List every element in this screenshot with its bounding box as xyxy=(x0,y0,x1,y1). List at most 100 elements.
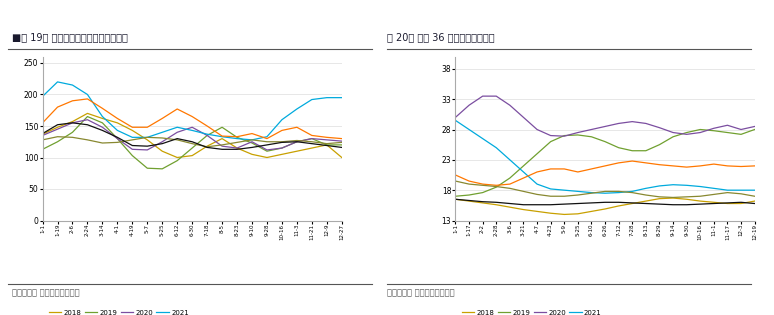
2018 xyxy=(113,121,122,125)
2022 xyxy=(464,179,474,183)
2018 xyxy=(464,199,474,203)
2018 xyxy=(587,209,596,213)
2018 xyxy=(519,208,528,211)
2024 xyxy=(464,198,474,202)
2020 xyxy=(113,137,122,140)
2022 xyxy=(546,167,555,171)
2019 xyxy=(750,128,759,131)
2021 xyxy=(574,190,583,193)
2020 xyxy=(322,138,331,142)
2019 xyxy=(709,129,718,133)
2024 xyxy=(628,201,637,205)
2024 xyxy=(293,140,302,144)
2020 xyxy=(601,124,610,128)
2024 xyxy=(614,200,623,204)
2024 xyxy=(601,200,610,204)
2021 xyxy=(614,191,623,194)
2022 xyxy=(709,162,718,166)
2019 xyxy=(669,135,678,139)
2019 xyxy=(533,152,542,156)
2018 xyxy=(478,201,488,205)
2024 xyxy=(217,147,227,151)
2024 xyxy=(450,198,460,201)
2019 xyxy=(560,134,569,137)
2018 xyxy=(696,199,705,203)
Line: 2022: 2022 xyxy=(455,161,755,185)
2021 xyxy=(173,125,182,129)
2019 xyxy=(450,194,460,198)
2022 xyxy=(519,176,528,180)
2022 xyxy=(628,159,637,163)
2021 xyxy=(307,98,317,101)
Line: 2018: 2018 xyxy=(43,113,342,158)
2022 xyxy=(450,173,460,177)
2022 xyxy=(750,164,759,168)
2024 xyxy=(173,137,182,140)
2018 xyxy=(614,204,623,208)
2020 xyxy=(546,134,555,137)
2019 xyxy=(98,121,107,125)
2020 xyxy=(203,134,212,137)
2020 xyxy=(98,125,107,129)
2018 xyxy=(142,138,152,142)
2019 xyxy=(736,133,745,136)
2019 xyxy=(293,140,302,144)
2018 xyxy=(750,199,759,203)
2021 xyxy=(128,135,137,139)
2021 xyxy=(478,137,488,140)
2018 xyxy=(187,154,197,158)
2021 xyxy=(217,135,227,139)
2021 xyxy=(696,185,705,188)
2018 xyxy=(669,196,678,200)
2022 xyxy=(560,167,569,171)
2022 xyxy=(491,183,501,187)
2020 xyxy=(533,128,542,131)
2020 xyxy=(505,103,515,107)
2019 xyxy=(232,135,241,139)
2024 xyxy=(128,144,137,147)
2018 xyxy=(203,144,212,148)
2023 xyxy=(173,138,182,142)
2019 xyxy=(574,133,583,137)
2022 xyxy=(262,137,272,140)
2024 xyxy=(322,144,331,147)
2024 xyxy=(187,140,197,144)
2019 xyxy=(262,149,272,153)
2022 xyxy=(641,161,650,165)
2018 xyxy=(38,132,47,136)
2019 xyxy=(696,128,705,131)
2024 xyxy=(307,142,317,146)
2024 xyxy=(505,202,515,205)
2022 xyxy=(128,125,137,129)
2023 xyxy=(98,141,107,145)
2023 xyxy=(560,194,569,198)
2022 xyxy=(574,170,583,174)
2018 xyxy=(307,146,317,150)
2023 xyxy=(491,185,501,188)
2021 xyxy=(587,191,596,194)
2018 xyxy=(641,199,650,203)
2020 xyxy=(53,127,62,131)
Line: 2019: 2019 xyxy=(43,117,342,169)
2021 xyxy=(669,183,678,186)
2019 xyxy=(68,130,77,134)
2023 xyxy=(38,138,47,142)
2020 xyxy=(560,134,569,138)
2022 xyxy=(601,164,610,168)
2021 xyxy=(68,83,77,87)
2024 xyxy=(232,147,241,151)
2018 xyxy=(262,156,272,159)
2021 xyxy=(232,137,241,140)
2021 xyxy=(464,128,474,131)
2021 xyxy=(322,96,331,100)
2018 xyxy=(158,149,167,153)
2021 xyxy=(262,135,272,139)
2021 xyxy=(450,118,460,122)
2023 xyxy=(68,135,77,139)
2018 xyxy=(217,137,227,140)
2019 xyxy=(682,131,691,135)
2024 xyxy=(277,140,286,144)
2018 xyxy=(450,198,460,201)
2023 xyxy=(736,192,745,196)
2018 xyxy=(682,198,691,201)
